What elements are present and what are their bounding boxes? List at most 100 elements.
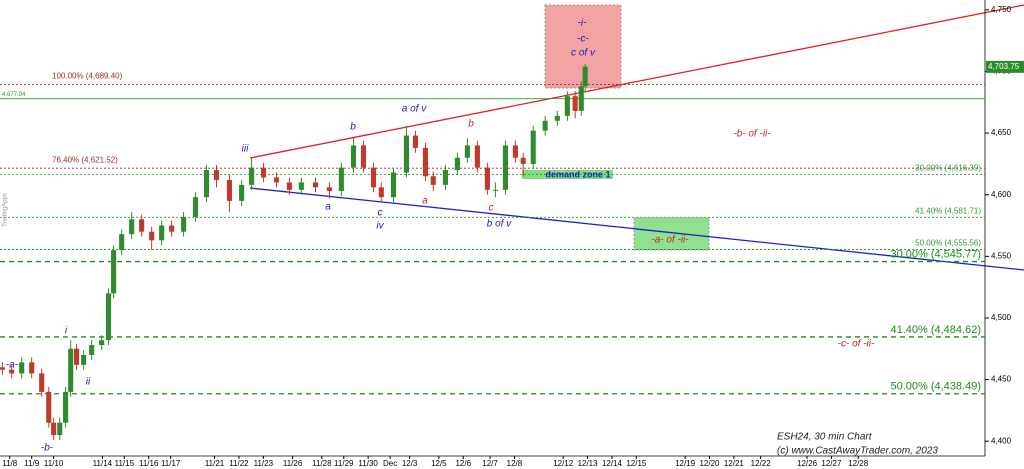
wave-label: -a-	[6, 360, 19, 371]
x-tick-label: 11/9	[24, 459, 40, 468]
wave-label: -c- of -ii-	[838, 339, 875, 350]
wave-label: iii	[242, 144, 249, 155]
candle-body	[403, 135, 409, 173]
candle-body	[149, 231, 155, 241]
level-label: 76.40% (4,621.52)	[52, 155, 118, 164]
level-label: 30.00% (4,545.77)	[890, 248, 981, 260]
candle-body	[326, 187, 332, 192]
candle-body	[261, 167, 267, 178]
level-label: 30.00% (4,616.39)	[915, 164, 981, 173]
wave-label: c	[489, 203, 494, 214]
trendline	[249, 4, 1024, 159]
candle-body	[46, 391, 52, 423]
candle-body	[520, 157, 526, 164]
level-label: 50.00% (4,555.56)	[915, 239, 981, 248]
candle-body	[564, 96, 570, 116]
x-tick-label: 11/23	[254, 459, 274, 468]
demand-zone	[522, 170, 613, 179]
candle-body	[119, 234, 125, 251]
candle-body	[139, 219, 145, 232]
x-tick-label: 12/26	[797, 459, 818, 468]
candle-body	[63, 391, 69, 423]
candle-body	[578, 86, 584, 111]
wave-label: ii	[86, 377, 91, 388]
x-tick-label: 11/22	[229, 459, 249, 468]
x-tick-label: 11/14	[93, 459, 113, 468]
candle-body	[129, 219, 135, 235]
candle-body	[19, 362, 25, 374]
wave-label: a of v	[402, 104, 427, 115]
x-tick-label: 11/16	[139, 459, 159, 468]
candle-body	[105, 293, 112, 341]
candle-body	[370, 167, 377, 188]
footer: ESH24, 30 min Chart	[777, 432, 873, 443]
x-tick-label: 11/26	[283, 459, 303, 468]
candle-body	[454, 157, 460, 171]
candle-body	[474, 145, 480, 168]
watermark: TradingApps	[3, 193, 9, 227]
candle-body	[68, 348, 74, 392]
candle-body	[286, 182, 292, 190]
x-tick-label: 12/3	[402, 459, 418, 468]
x-tick-label: 12/6	[455, 459, 471, 468]
candle-body	[442, 170, 448, 185]
candle-body	[0, 367, 5, 370]
level-label: 41.40% (4,484.62)	[890, 324, 981, 336]
candle-body	[181, 216, 187, 232]
candle-body	[192, 197, 199, 217]
annotations: -a- -b- i ii iii a b c iv a of v a b c b…	[3, 18, 939, 457]
candle-body	[111, 250, 117, 294]
candle-body	[360, 145, 367, 168]
level-label: 100.00% (4,689.40)	[52, 72, 123, 81]
wave-label: iv	[376, 221, 384, 232]
candle-body	[572, 96, 578, 111]
candle-body	[9, 369, 15, 374]
wave-label: c of v	[571, 48, 596, 59]
candle-body	[273, 177, 280, 183]
x-tick-label: 12/7	[482, 459, 498, 468]
x-tick-label: 12/15	[626, 459, 647, 468]
level-label: 50.00% (4,438.49)	[890, 381, 981, 393]
wave-label: a	[422, 196, 428, 207]
y-tick-label: 4,500	[991, 313, 1012, 322]
candle-body	[464, 145, 470, 158]
x-tick-label: 12/20	[699, 459, 720, 468]
y-tick-label: 4,650	[991, 128, 1012, 137]
x-tick-label: 12/12	[553, 459, 574, 468]
x-tick-label: 12/5	[431, 459, 447, 468]
candle-body	[530, 130, 536, 164]
candle-body	[213, 170, 220, 180]
candle-body	[29, 362, 35, 374]
x-tick-label: 11/28	[312, 459, 332, 468]
wave-label: c	[378, 208, 383, 219]
y-tick-label: 4,400	[991, 436, 1012, 445]
candle-body	[249, 167, 255, 185]
footer: (c) www.CastAwayTrader.com, 2023	[777, 446, 938, 457]
candle-body	[582, 66, 588, 87]
candle-body	[51, 422, 57, 436]
candle-body	[484, 167, 490, 190]
candle-body	[554, 115, 560, 121]
candle-body	[57, 422, 63, 436]
candle-body	[422, 147, 428, 177]
target-box	[633, 217, 710, 251]
x-tick-label: 12/8	[507, 459, 523, 468]
candle-body	[378, 187, 384, 198]
x-tick-label: 11/30	[358, 459, 378, 468]
x-tick-label: 12/28	[848, 459, 869, 468]
x-tick-label: 11/17	[161, 459, 181, 468]
candle-body	[430, 176, 436, 185]
x-tick-label: 12/22	[751, 459, 772, 468]
candle-body	[412, 135, 419, 148]
candle-body	[338, 167, 344, 192]
candle-body	[390, 172, 397, 198]
candle-body	[492, 189, 498, 191]
candle-body	[542, 120, 548, 131]
wave-label: b of v	[487, 219, 512, 230]
x-tick-label: 11/8	[2, 459, 18, 468]
candle-body	[81, 354, 87, 365]
candle-body	[226, 179, 232, 201]
y-tick-label: 4,750	[991, 5, 1012, 14]
wave-label: b	[350, 122, 356, 133]
layout	[0, 0, 1024, 457]
